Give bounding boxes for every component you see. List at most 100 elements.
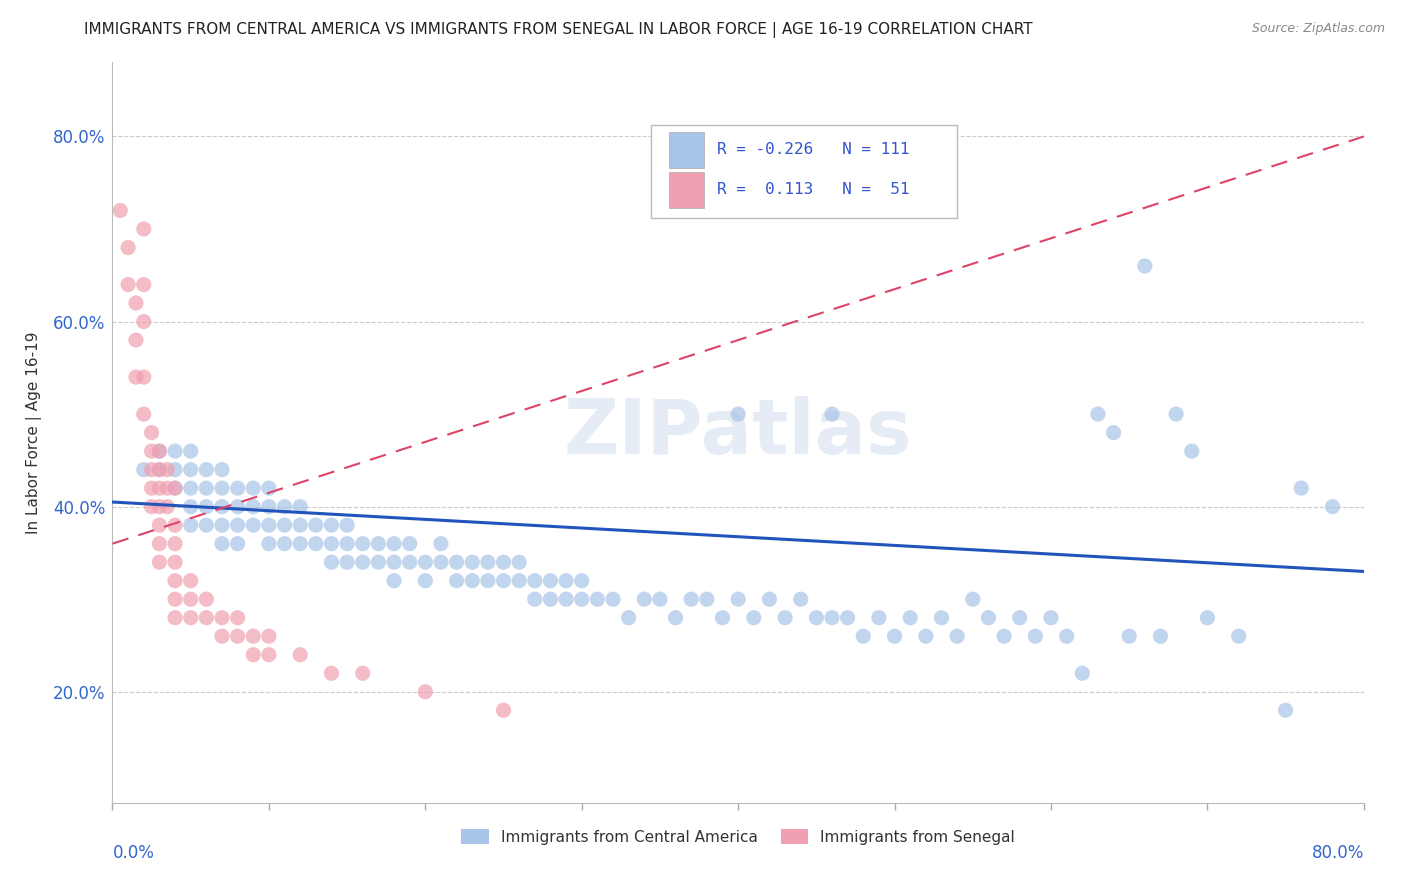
Point [163, 574, 186, 588]
Point [555, 592, 578, 607]
Point [211, 536, 233, 550]
Point [648, 592, 671, 607]
Point [211, 500, 233, 514]
Point [711, 610, 734, 624]
Text: R = -0.226   N = 111: R = -0.226 N = 111 [717, 143, 910, 157]
Point [633, 592, 655, 607]
Point [163, 610, 186, 624]
Point [523, 574, 546, 588]
Point [141, 444, 163, 458]
Point [273, 518, 295, 533]
Point [125, 370, 148, 384]
Point [163, 462, 186, 476]
Point [461, 574, 484, 588]
Point [156, 462, 179, 476]
Point [163, 555, 186, 569]
Y-axis label: In Labor Force | Age 16-19: In Labor Force | Age 16-19 [25, 331, 42, 534]
Point [540, 574, 562, 588]
Text: R =  0.113   N =  51: R = 0.113 N = 51 [717, 182, 910, 197]
Point [446, 574, 468, 588]
Point [1181, 444, 1204, 458]
Point [273, 536, 295, 550]
Point [141, 481, 163, 495]
Point [977, 610, 1000, 624]
Text: 0.0%: 0.0% [112, 844, 155, 862]
Point [806, 610, 828, 624]
FancyBboxPatch shape [669, 172, 704, 208]
Point [195, 592, 218, 607]
Point [931, 610, 953, 624]
Point [492, 703, 515, 717]
Point [821, 610, 844, 624]
Point [257, 648, 280, 662]
Point [382, 555, 405, 569]
Point [163, 481, 186, 495]
FancyBboxPatch shape [669, 132, 704, 168]
Point [148, 444, 170, 458]
Point [1024, 629, 1046, 643]
Point [868, 610, 890, 624]
Point [180, 574, 202, 588]
Point [742, 610, 765, 624]
Point [446, 555, 468, 569]
Point [1133, 259, 1156, 273]
Point [226, 518, 249, 533]
Point [336, 536, 359, 550]
Point [540, 592, 562, 607]
Point [156, 500, 179, 514]
Text: Source: ZipAtlas.com: Source: ZipAtlas.com [1251, 22, 1385, 36]
Point [148, 462, 170, 476]
Point [477, 555, 499, 569]
Point [1039, 610, 1063, 624]
Point [257, 500, 280, 514]
Point [125, 333, 148, 347]
Point [321, 536, 343, 550]
Point [477, 574, 499, 588]
Point [148, 536, 170, 550]
Point [352, 555, 374, 569]
Point [398, 536, 420, 550]
Point [242, 481, 264, 495]
Point [257, 629, 280, 643]
Point [492, 574, 515, 588]
Point [132, 277, 155, 292]
Point [336, 555, 359, 569]
Legend: Immigrants from Central America, Immigrants from Senegal: Immigrants from Central America, Immigra… [456, 822, 1021, 851]
Point [211, 610, 233, 624]
Point [117, 277, 139, 292]
Point [195, 518, 218, 533]
Text: IMMIGRANTS FROM CENTRAL AMERICA VS IMMIGRANTS FROM SENEGAL IN LABOR FORCE | AGE : IMMIGRANTS FROM CENTRAL AMERICA VS IMMIG… [84, 22, 1033, 38]
Point [367, 536, 389, 550]
Point [242, 500, 264, 514]
Point [132, 370, 155, 384]
Point [727, 592, 749, 607]
Point [290, 648, 312, 662]
Point [163, 444, 186, 458]
Point [180, 444, 202, 458]
Point [962, 592, 984, 607]
Point [696, 592, 718, 607]
Point [1149, 629, 1171, 643]
Point [430, 555, 453, 569]
Point [1118, 629, 1140, 643]
Point [195, 481, 218, 495]
Point [148, 500, 170, 514]
Point [141, 500, 163, 514]
Point [398, 555, 420, 569]
Point [617, 610, 640, 624]
Point [837, 610, 859, 624]
Point [1056, 629, 1078, 643]
Point [141, 462, 163, 476]
Point [226, 481, 249, 495]
Point [993, 629, 1015, 643]
Point [195, 610, 218, 624]
Point [180, 518, 202, 533]
Point [195, 462, 218, 476]
Point [415, 555, 437, 569]
FancyBboxPatch shape [651, 126, 957, 218]
Point [132, 407, 155, 421]
Point [571, 592, 593, 607]
Point [211, 481, 233, 495]
Point [1274, 703, 1296, 717]
Point [1291, 481, 1313, 495]
